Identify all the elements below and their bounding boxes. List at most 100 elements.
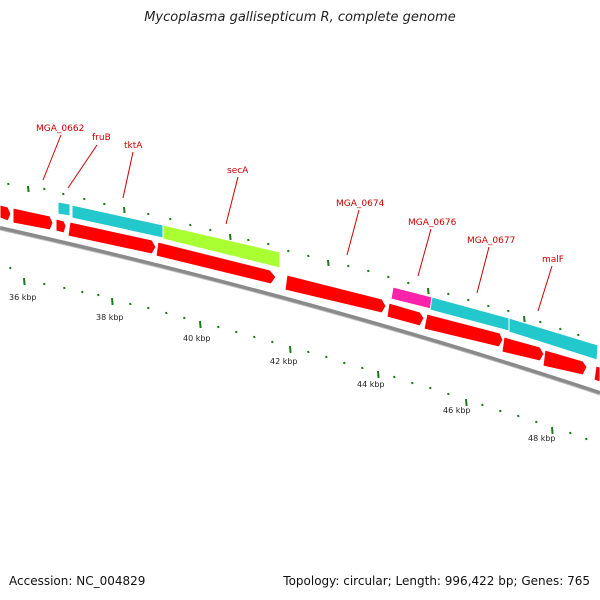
scale-tick [24,278,25,285]
scale-tick [230,234,231,240]
scale-tick [578,334,579,336]
gene-label: MGA_0676 [408,218,457,228]
scale-tick [388,276,389,278]
gene-label: MGA_0674 [336,199,385,209]
scale-tick [468,299,469,301]
leader-line [477,247,489,293]
scale-tick [124,207,125,213]
gene-arrow [387,303,424,326]
scale-tick [10,267,11,269]
genome-map: MGA_0662 fruB tktA secA MGA_0674 MGA_0676 MGA_… [0,0,600,600]
scale-tick [508,310,509,312]
scale-tick [170,218,171,220]
scale-tick [148,213,149,215]
gene-arrow [56,219,66,233]
scale-tick [200,321,201,328]
accession-text: Accession: NC_004829 [9,574,145,588]
scale-tick [540,321,541,323]
leader-line [123,152,133,198]
scale-tick [98,294,99,296]
leader-line [68,145,97,188]
kbp-label: 48 kbp [528,434,556,443]
scale-tick [254,336,255,338]
kbp-label: 40 kbp [183,334,211,343]
scale-tick [524,316,525,322]
gene-arrow [594,366,600,382]
scale-tick [272,341,273,343]
scale-tick [570,432,571,434]
gene-label: fruB [92,133,111,143]
kbp-label: 46 kbp [443,406,471,415]
scale-tick [236,331,237,333]
scale-tick [378,371,379,378]
gene-label: tktA [124,141,143,151]
leader-line [538,266,552,311]
scale-tick [326,356,327,358]
scale-tick [394,376,395,378]
kbp-label: 44 kbp [357,380,385,389]
gene-arrow [285,275,386,313]
gene-label: secA [227,166,249,176]
scale-tick [64,287,65,289]
scale-tick [63,193,64,195]
scale-tick [500,410,501,412]
gene-label: malF [542,255,564,265]
scale-tick [218,326,219,328]
kbp-label: 36 kbp [9,293,37,302]
scale-tick [368,270,369,272]
scale-tick [586,438,587,440]
scale-tick [488,305,489,307]
scale-tick [308,255,309,257]
scale-tick [408,282,409,284]
summary-text: Topology: circular; Length: 996,422 bp; … [283,574,590,588]
leader-line [347,210,359,255]
kbp-label: 38 kbp [96,313,124,322]
backbone-shadow [0,230,600,395]
scale-tick [290,346,291,353]
scale-tick [248,239,249,241]
scale-tick [104,203,105,205]
scale-tick [166,312,167,314]
scale-tick [536,421,537,423]
upper-tick-track [8,183,579,336]
backbone-line [0,228,600,393]
gene-arrow [0,205,11,221]
scale-tick [344,362,345,364]
gene-features [0,202,600,382]
kbp-label: 42 kbp [270,357,298,366]
leader-line [418,229,431,276]
scale-tick [44,283,45,285]
scale-tick [184,317,185,319]
scale-tick [348,265,349,267]
scale-tick [412,382,413,384]
scale-tick [430,387,431,389]
scale-tick [448,393,449,395]
scale-tick [130,303,131,305]
gene-label: MGA_0677 [467,236,515,246]
scale-tick [560,328,561,330]
scale-tick [518,415,519,417]
gene-arrow [13,208,53,230]
scale-tick [148,307,149,309]
leader-line [226,177,238,224]
scale-tick [288,250,289,252]
scale-tick [84,198,85,200]
scale-tick [362,367,363,369]
scale-tick [28,186,29,192]
scale-tick [8,183,9,185]
scale-tick [268,243,269,245]
scale-tick [448,293,449,295]
gene-label: MGA_0662 [36,124,84,134]
scale-tick [308,351,309,353]
gene-box [58,202,70,216]
scale-tick [552,427,553,434]
scale-tick [428,288,429,294]
scale-tick [112,298,113,305]
scale-tick [328,260,329,266]
scale-tick [482,404,483,406]
scale-tick [190,224,191,226]
scale-tick [44,188,45,190]
scale-tick [210,229,211,231]
leader-line [43,135,61,180]
scale-tick [82,291,83,293]
